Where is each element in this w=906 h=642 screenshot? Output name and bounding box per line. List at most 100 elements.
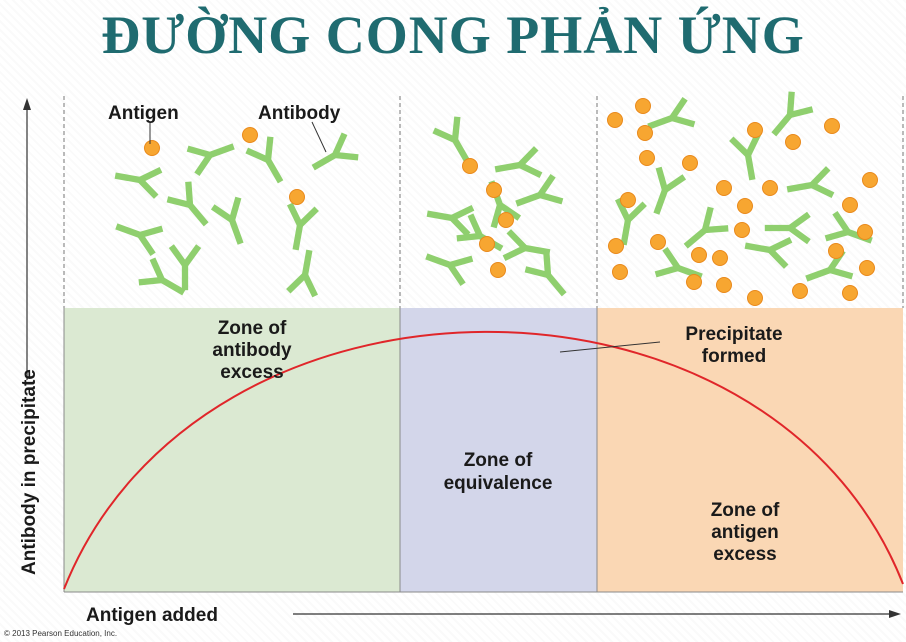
antibody-arm <box>655 166 669 191</box>
antibody-arm <box>228 196 242 221</box>
antibody-arm <box>208 143 235 158</box>
antibody-arm <box>788 211 811 231</box>
antibody-arm <box>824 228 849 242</box>
antibody-arm <box>297 206 319 228</box>
zone-antibody-excess-label-line-3: excess <box>220 362 283 383</box>
x-axis-arrowhead <box>889 610 901 618</box>
antigen-icon <box>490 262 506 278</box>
antibody-icon <box>786 166 835 198</box>
antibody-arm <box>647 115 674 130</box>
antibody-icon <box>210 196 244 245</box>
antibody-label: Antibody <box>258 103 341 124</box>
antibody-arm <box>187 202 209 227</box>
antibody-arm <box>744 154 756 181</box>
antibody-arm <box>450 205 475 221</box>
antibody-icon <box>647 96 696 130</box>
antibody-icon <box>245 136 284 184</box>
antigen-label: Antigen <box>108 103 179 124</box>
antigen-icon <box>289 189 305 205</box>
zone-antigen-excess-label-line-3: excess <box>713 544 776 565</box>
antibody-arm <box>654 264 679 278</box>
antibody-arm <box>160 277 186 296</box>
antigen-icon <box>691 247 707 263</box>
antibody-arm <box>515 192 542 207</box>
antibody-arm <box>186 145 211 159</box>
antibody-arm <box>490 204 504 229</box>
antibody-arm <box>229 218 244 245</box>
antibody-arm <box>137 177 159 199</box>
antibody-arm <box>620 219 632 246</box>
antibody-arm <box>788 225 811 245</box>
antibody-arm <box>625 201 647 223</box>
antibody-arm <box>809 166 831 188</box>
antigen-icon <box>479 236 495 252</box>
antigen-icon <box>716 180 732 196</box>
antibody-arm <box>311 152 337 171</box>
antigen-icon <box>762 180 778 196</box>
antigen-icon <box>712 250 728 266</box>
antibody-arm <box>139 225 164 239</box>
antibody-icon <box>426 205 475 237</box>
antibody-arm <box>498 202 522 221</box>
antibody-icon <box>286 249 318 298</box>
antigen-icon <box>620 192 636 208</box>
antibody-icon <box>186 143 235 177</box>
antibody-icon <box>166 181 209 227</box>
antibody-icon <box>653 166 687 215</box>
antibody-arm <box>767 247 789 269</box>
antibody-arm <box>265 158 284 184</box>
antibody-arm <box>789 106 814 119</box>
antibody-icon <box>771 91 814 137</box>
antibody-icon <box>425 253 474 287</box>
antibody-arm <box>653 188 668 215</box>
antibody-icon <box>502 229 551 261</box>
antibody-icon <box>524 251 567 297</box>
antibody-icon <box>168 244 202 291</box>
antibody-arm <box>264 136 274 161</box>
antibody-arm <box>185 181 194 206</box>
antigen-icon <box>734 222 750 238</box>
antibody-arm <box>771 112 793 137</box>
antibody-arm <box>545 272 567 297</box>
antibody-arm <box>524 244 551 256</box>
antibody-arm <box>168 244 188 267</box>
antibody-arm <box>494 161 521 173</box>
antibody-arm <box>539 191 564 205</box>
antibody-arm <box>729 136 751 158</box>
slide-title: ĐƯỜNG CONG PHẢN ỨNG <box>101 5 805 65</box>
antibody-arm <box>744 242 771 254</box>
antigen-icon <box>737 198 753 214</box>
antibody-icon <box>115 223 164 257</box>
antigen-icon <box>747 290 763 306</box>
antibody-arm <box>182 244 202 267</box>
antigen-icon <box>686 274 702 290</box>
antibody-arm <box>704 225 729 234</box>
antibody-icon <box>805 248 854 282</box>
antibody-icon <box>729 132 761 181</box>
antigen-icon <box>639 150 655 166</box>
precipitate-label-line-2: formed <box>702 346 766 367</box>
precipitate-pointer-line <box>559 341 661 353</box>
antibody-arm <box>524 266 549 279</box>
antigen-icon <box>650 234 666 250</box>
antibody-arm <box>683 227 708 249</box>
antigen-icon <box>842 197 858 213</box>
zone-equivalence-bg <box>400 308 597 592</box>
antibody-arm <box>287 202 303 227</box>
antibody-arm <box>537 173 556 197</box>
antigen-icon <box>857 224 873 240</box>
antibody-arm <box>701 206 714 231</box>
antibody-arm <box>432 127 457 143</box>
antibody-arm <box>467 213 483 238</box>
antibody-arm <box>810 182 835 198</box>
precipitate-label-line-1: Precipitate <box>685 324 782 345</box>
molecules-layer <box>114 91 878 306</box>
antigen-icon <box>792 283 808 299</box>
antibody-icon <box>764 211 811 245</box>
antigen-icon <box>747 122 763 138</box>
antibody-arm <box>138 167 163 183</box>
zone-antibody-excess-label-line-1: Zone of <box>218 318 287 339</box>
antibody-arm <box>786 181 813 193</box>
antibody-arm <box>502 245 527 261</box>
x-axis-label: Antigen added <box>86 605 218 626</box>
